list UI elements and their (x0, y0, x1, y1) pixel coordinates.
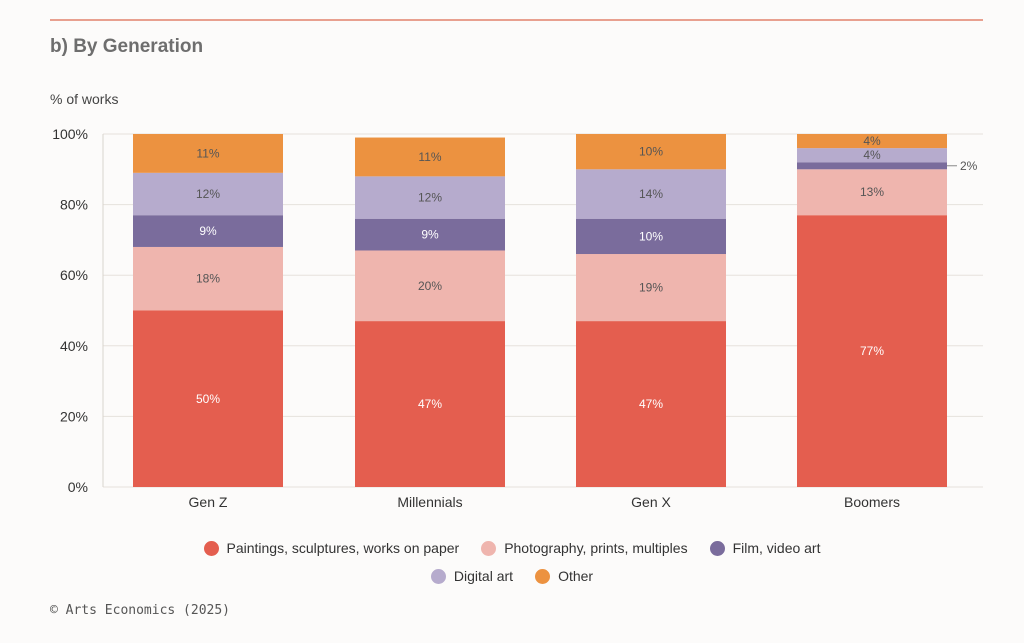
bar-segment-paintings (355, 321, 505, 487)
legend-label-photography: Photography, prints, multiples (504, 540, 688, 556)
data-label-paintings: 77% (860, 344, 884, 358)
chart-legend: Paintings, sculptures, works on paper Ph… (0, 534, 1024, 590)
data-label-film: 10% (639, 229, 663, 243)
data-label-photography: 13% (860, 185, 884, 199)
bar-segment-photography (355, 250, 505, 322)
bar-segment-other (355, 137, 505, 177)
data-label-photography: 19% (639, 281, 663, 295)
legend-label-film: Film, video art (732, 540, 821, 556)
x-tick-label: Gen Z (189, 494, 228, 510)
bar-segment-other (133, 134, 283, 173)
section-title: b) By Generation (50, 36, 204, 57)
bar-segment-other (797, 134, 947, 149)
y-tick-label: 40% (60, 338, 88, 354)
data-label-digital: 12% (418, 191, 442, 205)
data-label-digital: 4% (863, 148, 881, 162)
legend-item-paintings: Paintings, sculptures, works on paper (203, 540, 460, 556)
legend-label-digital: Digital art (453, 568, 514, 584)
bar-segment-photography (576, 254, 726, 322)
bar-segment-digital (355, 176, 505, 219)
bar-segment-photography (797, 169, 947, 216)
x-tick-label: Boomers (844, 494, 900, 510)
legend-item-other: Other (535, 568, 593, 584)
data-label-other: 10% (639, 145, 663, 159)
data-label-paintings: 47% (418, 397, 442, 411)
data-label-other: 11% (418, 150, 441, 164)
data-label-photography: 20% (418, 279, 442, 293)
legend-row-1: Paintings, sculptures, works on paper Ph… (0, 534, 1024, 562)
bar-segment-paintings (133, 310, 283, 487)
y-tick-label: 100% (52, 126, 88, 142)
y-tick-label: 60% (60, 267, 88, 283)
bar-segment-digital (133, 172, 283, 216)
bar-segment-other (576, 134, 726, 170)
legend-label-paintings: Paintings, sculptures, works on paper (226, 540, 460, 556)
bar-segment-film (797, 162, 947, 170)
bar-segment-photography (133, 246, 283, 311)
y-tick-label: 0% (68, 479, 88, 495)
legend-swatch-film (709, 540, 725, 556)
top-divider (50, 19, 983, 21)
legend-item-digital: Digital art (430, 568, 514, 584)
bar-segment-digital (797, 148, 947, 163)
bar-segment-paintings (797, 215, 947, 487)
data-label-paintings: 47% (639, 397, 663, 411)
legend-item-photography: Photography, prints, multiples (481, 540, 688, 556)
data-label-film: 2% (960, 159, 978, 173)
data-label-film: 9% (421, 228, 439, 242)
bar-segment-digital (576, 169, 726, 219)
data-label-digital: 14% (639, 187, 663, 201)
y-tick-label: 80% (60, 197, 88, 213)
data-label-film: 9% (199, 224, 217, 238)
bar-segment-film (355, 218, 505, 251)
y-tick-label: 20% (60, 408, 88, 424)
data-label-photography: 18% (196, 272, 220, 286)
legend-item-film: Film, video art (709, 540, 821, 556)
bar-segment-paintings (576, 321, 726, 487)
stacked-bar-chart: 0% 20% 40% 60% 80% 100% 50% 18% 9% 12% 11% Gen Z 47%… (52, 126, 983, 510)
bar-segment-film (576, 218, 726, 255)
legend-swatch-photography (481, 540, 497, 556)
legend-row-2: Digital art Other (0, 562, 1024, 590)
legend-label-other: Other (558, 568, 594, 584)
legend-swatch-other (535, 568, 551, 584)
source-credit: © Arts Economics (2025) (50, 603, 231, 618)
legend-swatch-digital (430, 568, 446, 584)
data-label-digital: 12% (196, 187, 220, 201)
data-label-other: 4% (863, 134, 881, 148)
x-tick-label: Gen X (631, 494, 671, 510)
y-axis-label: % of works (50, 91, 119, 107)
data-label-other: 11% (196, 146, 219, 160)
bar-segment-film (133, 215, 283, 247)
x-tick-label: Millennials (397, 494, 462, 510)
data-label-paintings: 50% (196, 392, 220, 406)
legend-swatch-paintings (203, 540, 219, 556)
